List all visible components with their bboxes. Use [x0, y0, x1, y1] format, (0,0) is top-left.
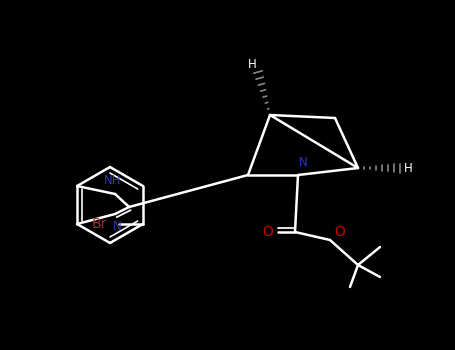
Text: N: N: [298, 155, 308, 168]
Text: H: H: [248, 58, 256, 71]
Text: Br: Br: [91, 217, 106, 231]
Text: O: O: [263, 225, 273, 239]
Text: N: N: [113, 220, 121, 233]
Text: NH: NH: [104, 175, 122, 188]
Text: H: H: [404, 161, 412, 175]
Text: O: O: [334, 225, 345, 239]
